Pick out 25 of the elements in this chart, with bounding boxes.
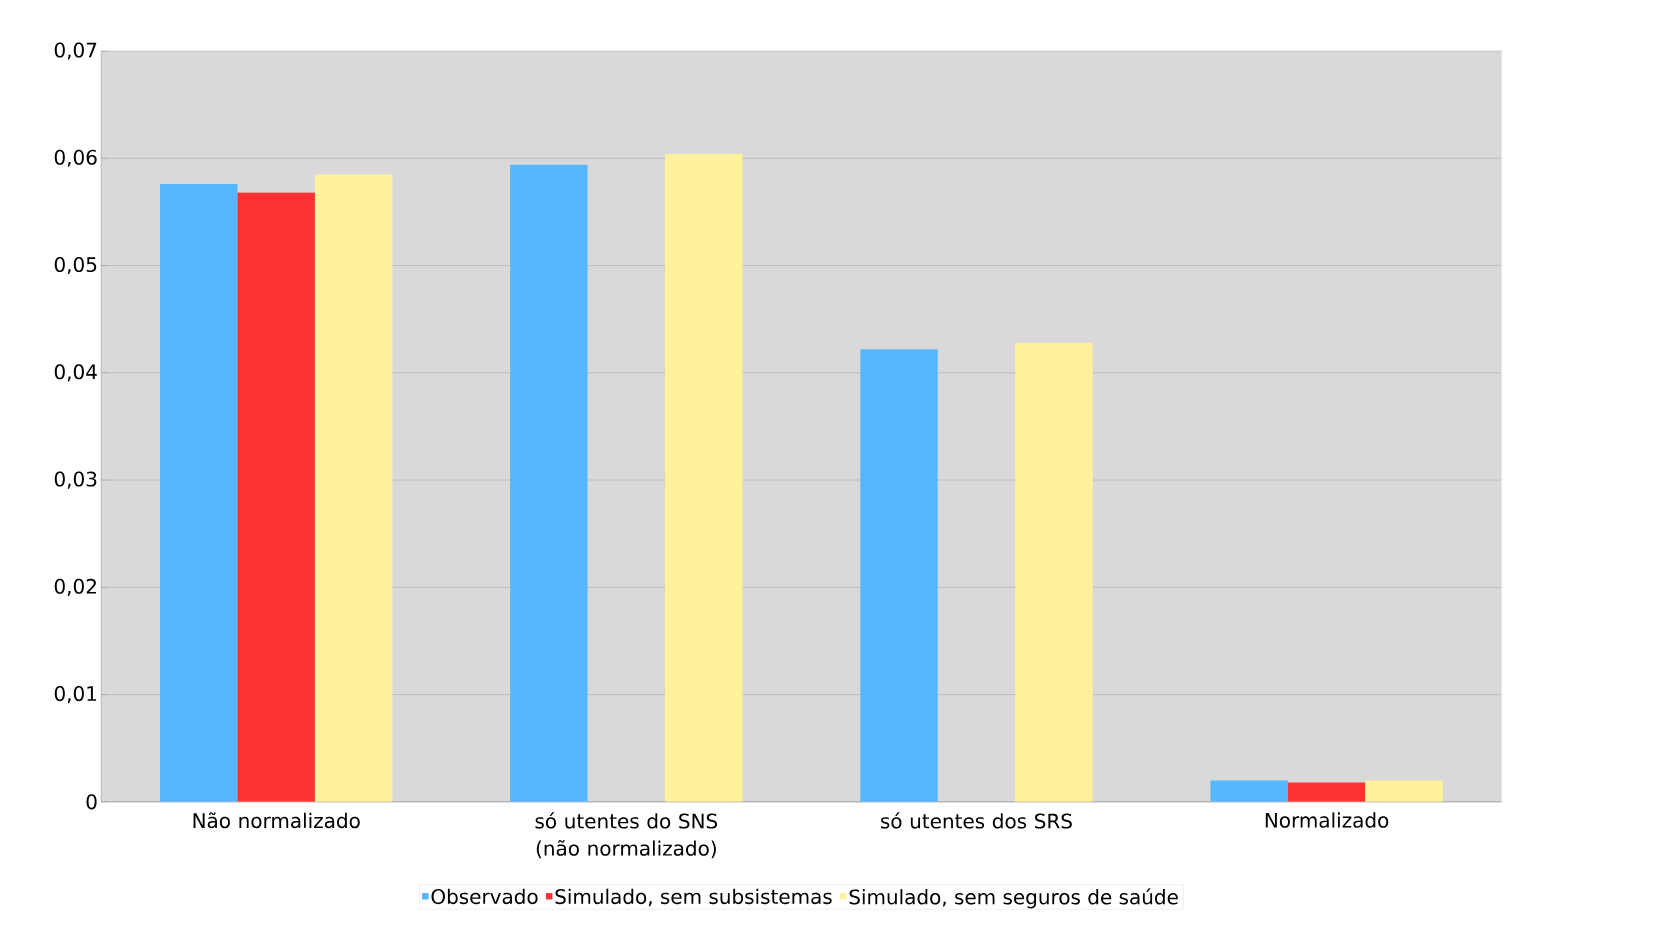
bar (160, 184, 238, 802)
y-tick-label: 0,02 (54, 578, 96, 596)
x-tick-label: só utentes do SNS (não normalizado) (535, 812, 718, 859)
y-tick-label: 0,01 (54, 686, 97, 704)
x-tick-label: Normalizado (1265, 812, 1389, 828)
y-tick-label: 0,07 (54, 42, 97, 60)
y-tick-label: 0,04 (54, 364, 97, 382)
y-tick-label: 0,03 (54, 471, 97, 489)
y-tick-label: 0 (86, 794, 97, 810)
x-tick-label: só utentes dos SRS (881, 812, 1072, 829)
legend-label: Observado (431, 888, 538, 905)
bar (1365, 780, 1443, 802)
y-tick-label: 0,05 (54, 257, 97, 275)
bar (237, 192, 315, 802)
x-tick-label: Não normalizado (193, 812, 360, 829)
y-tick-label: 0,06 (54, 149, 97, 167)
legend-label: Simulado, sem seguros de saúde (849, 888, 1178, 909)
legend-label: Simulado, sem subsistemas (555, 888, 832, 907)
bar (314, 174, 393, 802)
bar (1210, 780, 1288, 802)
bar (510, 164, 588, 802)
bar (665, 154, 743, 802)
bar (860, 349, 938, 802)
bar (1015, 342, 1093, 802)
bar (1287, 782, 1366, 802)
